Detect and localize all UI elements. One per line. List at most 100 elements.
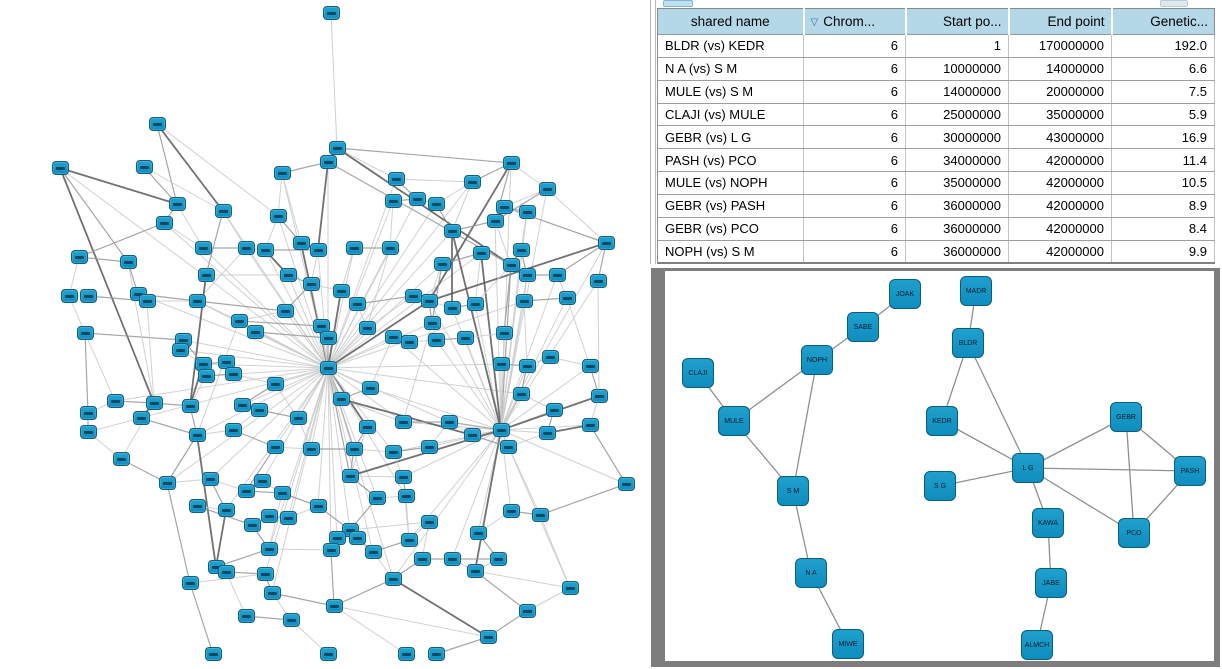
graph-node[interactable]	[260, 542, 278, 556]
graph-node[interactable]	[348, 297, 366, 311]
graph-node[interactable]	[394, 470, 412, 484]
graph-node[interactable]	[243, 518, 261, 532]
graph-node[interactable]	[250, 403, 268, 417]
graph-node[interactable]: KAWA	[1032, 508, 1064, 538]
graph-node[interactable]	[279, 268, 297, 282]
graph-node[interactable]	[486, 214, 504, 228]
graph-node[interactable]	[427, 197, 445, 211]
column-header-end-point[interactable]: End point	[1007, 8, 1112, 35]
graph-node[interactable]: PASH	[1174, 456, 1206, 486]
graph-node[interactable]	[289, 411, 307, 425]
graph-node[interactable]	[319, 155, 337, 169]
graph-node[interactable]	[214, 204, 232, 218]
graph-node[interactable]: S G	[924, 471, 956, 501]
graph-node[interactable]	[420, 440, 438, 454]
graph-node[interactable]	[518, 268, 536, 282]
graph-node[interactable]	[512, 243, 530, 257]
graph-node[interactable]	[538, 426, 556, 440]
graph-node[interactable]	[70, 250, 88, 264]
graph-node[interactable]	[502, 258, 520, 272]
graph-node[interactable]	[518, 604, 536, 618]
hscrollbar-right-piece[interactable]	[1160, 0, 1188, 7]
graph-node[interactable]	[345, 442, 363, 456]
graph-node[interactable]	[181, 399, 199, 413]
graph-node[interactable]	[328, 141, 346, 155]
column-header-shared-name[interactable]: shared name	[657, 8, 804, 35]
graph-node[interactable]	[502, 504, 520, 518]
graph-node[interactable]	[256, 567, 274, 581]
panel-splitter[interactable]	[650, 0, 656, 264]
graph-node[interactable]	[518, 359, 536, 373]
graph-node[interactable]	[309, 243, 327, 257]
graph-node[interactable]	[204, 647, 222, 661]
table-row[interactable]: NOPH (vs) S M 6 36000000 42000000 9.9	[657, 240, 1215, 264]
graph-node[interactable]	[237, 484, 255, 498]
graph-node[interactable]	[237, 241, 255, 255]
graph-node[interactable]	[495, 200, 513, 214]
graph-node[interactable]	[217, 565, 235, 579]
graph-node[interactable]: ALMCH	[1021, 630, 1053, 660]
graph-node[interactable]	[538, 182, 556, 196]
graph-node[interactable]	[266, 440, 284, 454]
graph-node[interactable]	[256, 243, 274, 257]
graph-node[interactable]	[119, 255, 137, 269]
graph-node[interactable]	[597, 236, 615, 250]
main-network-view[interactable]	[0, 0, 655, 669]
graph-node[interactable]	[188, 428, 206, 442]
graph-node[interactable]	[273, 486, 291, 500]
graph-node[interactable]	[246, 325, 264, 339]
graph-node[interactable]	[541, 350, 559, 364]
graph-node[interactable]	[423, 316, 441, 330]
graph-node[interactable]	[348, 531, 366, 545]
graph-node[interactable]	[188, 499, 206, 513]
graph-node[interactable]	[168, 197, 186, 211]
graph-node[interactable]: JOAK	[889, 279, 921, 309]
column-header-chromosome[interactable]: ▽ Chrom...	[802, 8, 906, 35]
graph-node[interactable]	[466, 297, 484, 311]
graph-node[interactable]	[433, 257, 451, 271]
graph-node[interactable]	[345, 241, 363, 255]
graph-node[interactable]	[548, 268, 566, 282]
graph-node[interactable]	[463, 428, 481, 442]
table-row[interactable]: N A (vs) S M 6 10000000 14000000 6.6	[657, 57, 1215, 81]
graph-node[interactable]	[397, 647, 415, 661]
graph-node[interactable]	[273, 166, 291, 180]
graph-node[interactable]	[79, 289, 97, 303]
graph-node[interactable]	[188, 294, 206, 308]
graph-node[interactable]	[443, 552, 461, 566]
graph-node[interactable]	[518, 205, 536, 219]
graph-node[interactable]	[384, 194, 402, 208]
graph-node[interactable]	[145, 396, 163, 410]
graph-node[interactable]	[181, 576, 199, 590]
graph-node[interactable]	[466, 564, 484, 578]
graph-node[interactable]	[358, 420, 376, 434]
graph-node[interactable]	[384, 572, 402, 586]
graph-node[interactable]	[332, 392, 350, 406]
graph-node[interactable]	[456, 331, 474, 345]
graph-node[interactable]	[420, 294, 438, 308]
graph-node[interactable]	[499, 440, 517, 454]
graph-node[interactable]: L G	[1012, 453, 1044, 483]
graph-node[interactable]	[581, 359, 599, 373]
graph-node[interactable]: MULE	[718, 406, 750, 436]
graph-node[interactable]	[581, 418, 599, 432]
graph-node[interactable]	[135, 160, 153, 174]
graph-node[interactable]	[590, 389, 608, 403]
graph-node[interactable]	[531, 508, 549, 522]
graph-node[interactable]	[443, 224, 461, 238]
table-row[interactable]: MULE (vs) S M 6 14000000 20000000 7.5	[657, 80, 1215, 104]
graph-node[interactable]	[309, 499, 327, 513]
graph-node[interactable]	[545, 403, 563, 417]
graph-node[interactable]	[400, 533, 418, 547]
graph-node[interactable]: CLAJI	[682, 358, 714, 388]
filter-icon[interactable]: ▽	[810, 17, 819, 28]
graph-node[interactable]	[358, 321, 376, 335]
graph-node[interactable]	[341, 469, 359, 483]
table-hscrollbar[interactable]	[657, 0, 1214, 8]
column-header-genetic[interactable]: Genetic...	[1110, 8, 1215, 35]
graph-node[interactable]	[302, 442, 320, 456]
graph-node[interactable]	[384, 445, 402, 459]
graph-node[interactable]	[322, 6, 340, 20]
column-header-start-point[interactable]: Start po...	[904, 8, 1009, 35]
graph-node[interactable]	[322, 543, 340, 557]
